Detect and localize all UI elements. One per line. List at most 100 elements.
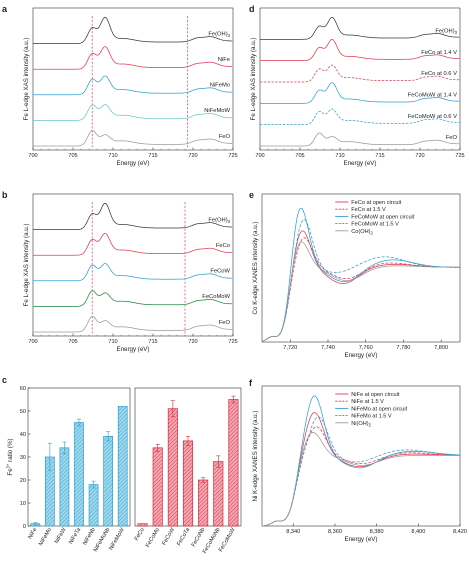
legend-label: NiFeMo at open circuit xyxy=(351,406,407,412)
x-tick-label: 705 xyxy=(68,339,77,345)
bar-category-label: FeCoMo xyxy=(145,527,161,549)
series-label: FeCoMoW at 1.4 V xyxy=(408,93,457,99)
series-line-nifemo-at-1-5-v xyxy=(261,416,460,527)
panel-letter: a xyxy=(2,4,8,14)
x-axis-label: Energy (eV) xyxy=(116,160,149,167)
x-tick-label: 700 xyxy=(28,153,37,159)
y-tick-label: 20 xyxy=(20,478,26,484)
series-line-fe-oh-3 xyxy=(260,16,460,40)
series-label: FeCo at 1.4 V xyxy=(421,50,457,56)
series-line-feo xyxy=(260,132,460,147)
x-axis-label: Energy (eV) xyxy=(344,352,377,359)
bar-fecomo xyxy=(152,447,163,527)
plot-frame xyxy=(32,193,234,337)
x-tick-label: 725 xyxy=(228,339,237,345)
series-label: FeCoMoW xyxy=(202,294,230,300)
panel-f: 8,340 8,360 8,380 8,400 8,420 Energy (eV) Ni K… xyxy=(249,378,467,543)
panel-letter: d xyxy=(249,4,255,14)
bar-nifenb xyxy=(88,484,99,527)
panel-e: 7,720 7,740 7,760 7,780 7,800 Energy (eV) Co K… xyxy=(249,190,461,359)
series-label: Fe(OH)3 xyxy=(208,217,230,224)
bar-fecomow xyxy=(228,399,239,527)
x-tick-label: 720 xyxy=(415,153,424,159)
bar-category-label: NiFeW xyxy=(54,526,68,544)
bar-category-label: FeCoNb xyxy=(191,527,207,548)
y-tick-label: 10 xyxy=(20,501,26,507)
bar-category-label: NiFeTa xyxy=(68,526,82,545)
legend-label: Ni(OH)2 xyxy=(351,421,371,428)
plot-frame xyxy=(32,7,234,151)
bar-fecomonb xyxy=(213,461,224,527)
series-line-feco-at-1-4-v xyxy=(260,38,460,62)
x-tick-label: 7,720 xyxy=(283,345,297,351)
legend-label: NiFe at open circuit xyxy=(351,392,400,398)
y-axis-label: Fe L-edge XAS intensity (a.u.) xyxy=(23,38,30,121)
series-line-feco-at-open-circuit xyxy=(261,230,460,342)
x-tick-label: 8,380 xyxy=(370,529,384,535)
legend-label: FeCo at open circuit xyxy=(351,200,402,206)
x-tick-label: 7,740 xyxy=(321,345,335,351)
series-line-fecomow xyxy=(33,290,233,307)
series-line-fe-oh-3 xyxy=(33,202,233,230)
series-line-feo xyxy=(33,316,233,333)
series-label: FeCo xyxy=(216,243,230,249)
series-label: FeO xyxy=(219,134,231,140)
x-tick-label: 715 xyxy=(375,153,384,159)
x-tick-label: 710 xyxy=(108,339,117,345)
bar-nifeta xyxy=(74,422,84,527)
x-tick-label: 710 xyxy=(108,153,117,159)
series-label: FeO xyxy=(219,320,231,326)
x-tick-label: 720 xyxy=(188,153,197,159)
series-label: FeCoMoW at 0.6 V xyxy=(408,114,457,120)
x-axis-label: Energy (eV) xyxy=(343,160,376,167)
x-tick-label: 8,360 xyxy=(328,529,342,535)
bar-category-label: FeCo xyxy=(134,527,146,542)
x-tick-label: 7,760 xyxy=(359,345,373,351)
series-line-feco xyxy=(33,232,233,256)
series-label: NiFe xyxy=(218,57,230,63)
y-tick-label: 0 xyxy=(23,524,26,530)
bar-nifemonb xyxy=(103,435,114,527)
x-tick-label: 7,780 xyxy=(396,345,410,351)
x-tick-label: 8,400 xyxy=(411,529,425,535)
series-line-ni-oh-2 xyxy=(261,432,460,527)
bar-category-label: FeCoTa xyxy=(176,526,191,547)
panel-d: 700 705 710 715 720 725 Energy (eV) Fe L-edge X… xyxy=(249,4,465,167)
y-tick-label: 30 xyxy=(20,455,26,461)
panel-letter: b xyxy=(2,190,8,200)
legend-label: FeCoMoW at open circuit xyxy=(351,214,415,220)
series-line-nife-at-1-5-v xyxy=(261,426,460,527)
series-line-fecomow-at-open-circuit xyxy=(261,207,460,342)
series-label: FeO xyxy=(446,135,458,141)
series-line-fecomow-at-0-6-v xyxy=(260,108,460,126)
panel-letter: e xyxy=(249,190,254,200)
x-tick-label: 725 xyxy=(455,153,464,159)
series-line-fecomow-at-1-4-v xyxy=(260,82,460,104)
x-tick-label: 710 xyxy=(335,153,344,159)
series-line-feco-at-1-5-v xyxy=(261,237,460,342)
bar-feco xyxy=(137,523,148,527)
bar-fecow xyxy=(167,408,178,527)
x-tick-label: 715 xyxy=(148,153,157,159)
x-tick-label: 705 xyxy=(295,153,304,159)
series-line-fecomow-at-1-5-v xyxy=(261,219,460,342)
bar-fecota xyxy=(182,440,194,527)
x-tick-label: 700 xyxy=(255,153,264,159)
bar-nifemow xyxy=(117,406,128,527)
bar-category-label: NiFeMo xyxy=(38,527,53,547)
series-line-feo xyxy=(33,130,233,147)
series-line-fecow xyxy=(33,263,233,282)
legend-label: FeCoMoW at 1.5 V xyxy=(351,222,399,228)
legend-label: NiFeMo at 1.5 V xyxy=(351,414,392,420)
series-label: Fe(OH)3 xyxy=(435,29,457,36)
bar-group-1: NiFe NiFeMo NiFeW NiFeTa NiFeNbNiFeMoNbNiFeM… xyxy=(27,387,131,553)
panel-letter: f xyxy=(249,378,253,388)
panel-letter: c xyxy=(2,375,7,385)
y-tick-label: 50 xyxy=(20,409,26,415)
series-label: FeCo at 0.6 V xyxy=(421,71,457,77)
series-line-nifemow xyxy=(33,104,233,121)
